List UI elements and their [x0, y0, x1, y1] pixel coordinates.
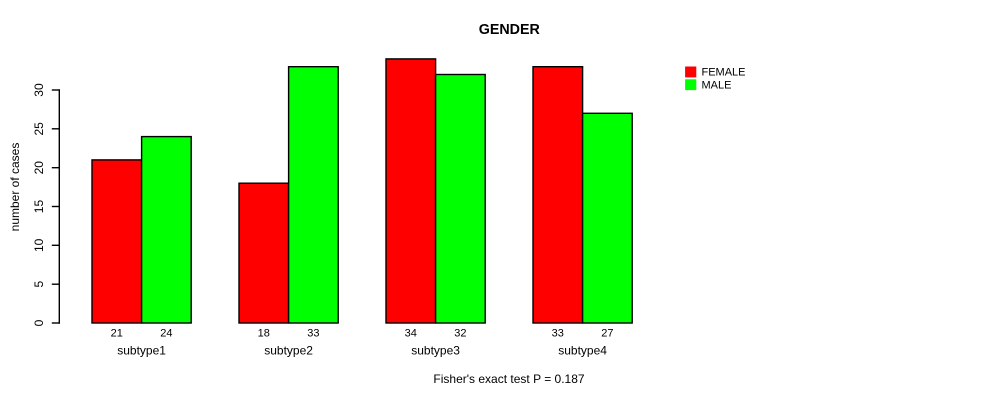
- svg-text:21: 21: [111, 328, 123, 340]
- svg-text:27: 27: [601, 328, 613, 340]
- svg-text:0: 0: [32, 319, 46, 326]
- svg-text:20: 20: [32, 161, 46, 175]
- svg-text:33: 33: [552, 328, 564, 340]
- svg-text:subtype1: subtype1: [117, 343, 166, 357]
- svg-text:32: 32: [454, 328, 466, 340]
- svg-text:33: 33: [307, 328, 319, 340]
- svg-text:15: 15: [32, 200, 46, 214]
- svg-text:Fisher's exact test P = 0.187: Fisher's exact test P = 0.187: [433, 372, 584, 386]
- svg-text:subtype3: subtype3: [411, 343, 460, 357]
- svg-text:10: 10: [32, 238, 46, 252]
- svg-text:18: 18: [258, 328, 270, 340]
- svg-text:34: 34: [405, 328, 417, 340]
- svg-text:30: 30: [32, 83, 46, 97]
- svg-text:5: 5: [32, 281, 46, 288]
- svg-text:number of cases: number of cases: [8, 143, 22, 232]
- svg-text:GENDER: GENDER: [479, 22, 541, 38]
- svg-text:FEMALE: FEMALE: [702, 66, 746, 78]
- svg-text:subtype4: subtype4: [558, 343, 607, 357]
- svg-text:25: 25: [32, 122, 46, 136]
- svg-text:24: 24: [160, 328, 172, 340]
- svg-text:subtype2: subtype2: [264, 343, 313, 357]
- svg-text:MALE: MALE: [702, 79, 732, 91]
